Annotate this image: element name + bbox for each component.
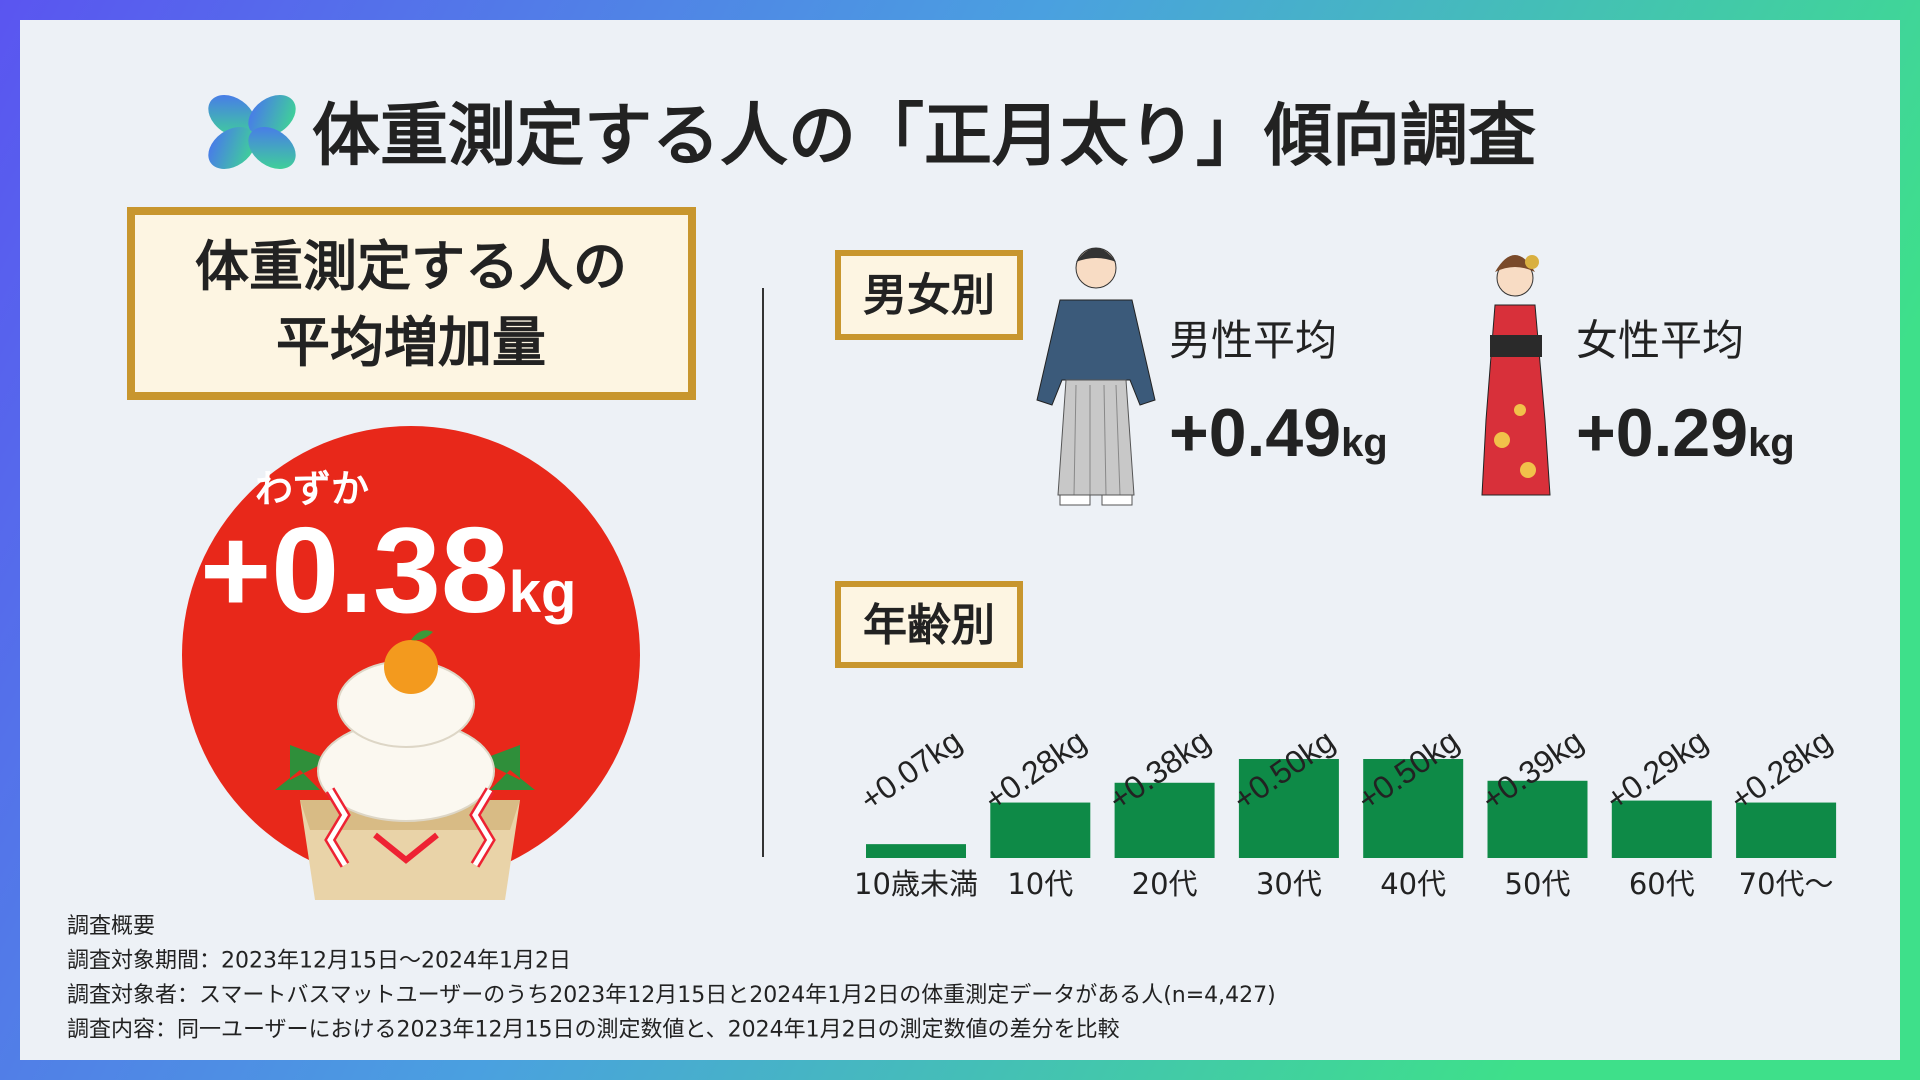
bar bbox=[1238, 759, 1339, 858]
kagami-mochi bbox=[275, 630, 535, 900]
footer-line: 調査対象者：スマートバスマットユーザーのうち2023年12月15日と2024年1… bbox=[67, 983, 1276, 1008]
footer-line: 調査対象期間：2023年12月15日～2024年1月2日 bbox=[67, 949, 571, 974]
age-chart: +0.07kg10歳未満+0.28kg10代+0.38kg20代+0.50kg3… bbox=[853, 722, 1838, 901]
heading-box bbox=[127, 207, 696, 400]
value: +0.49 bbox=[1169, 395, 1341, 471]
gender-label: 女性平均 bbox=[1576, 316, 1744, 365]
bar bbox=[990, 802, 1091, 858]
value: +0.38 bbox=[200, 502, 509, 638]
logo bbox=[208, 95, 296, 169]
section-label: 男女別 bbox=[863, 270, 995, 321]
chart-title: 年齢別 bbox=[863, 600, 995, 651]
category-label: 40代 bbox=[1380, 867, 1446, 901]
bar bbox=[1736, 802, 1837, 858]
gender-value: +0.49kg bbox=[1169, 395, 1388, 471]
heading-line: 体重測定する人の bbox=[195, 235, 627, 298]
bar bbox=[1611, 800, 1712, 858]
title: 体重測定する人の「正月太り」傾向調査 bbox=[312, 97, 1536, 176]
category-label: 10代 bbox=[1007, 867, 1073, 901]
gender-value: +0.29kg bbox=[1576, 395, 1795, 471]
male-figure bbox=[1036, 247, 1156, 506]
unit: kg bbox=[1341, 421, 1388, 465]
footer-line: 調査概要 bbox=[67, 914, 155, 939]
bar bbox=[1114, 782, 1215, 858]
section-label-box bbox=[835, 250, 1023, 340]
bar bbox=[1487, 780, 1588, 858]
section-label-box bbox=[835, 581, 1023, 668]
gender-label: 男性平均 bbox=[1169, 316, 1337, 365]
overall-value: +0.38kg bbox=[200, 502, 576, 638]
prefix: わずか bbox=[255, 467, 369, 511]
footer-line: 調査内容：同一ユーザーにおける2023年12月15日の測定数値と、2024年1月… bbox=[67, 1018, 1120, 1043]
category-label: 20代 bbox=[1132, 867, 1198, 901]
bar bbox=[866, 844, 966, 858]
unit: kg bbox=[1748, 421, 1795, 465]
category-label: 30代 bbox=[1256, 867, 1322, 901]
category-label: 70代〜 bbox=[1739, 867, 1834, 901]
category-label: 10歳未満 bbox=[854, 867, 978, 901]
footer: 調査概要調査対象期間：2023年12月15日～2024年1月2日調査対象者：スマ… bbox=[67, 914, 1276, 1043]
female-figure bbox=[1481, 255, 1551, 496]
category-label: 60代 bbox=[1629, 867, 1695, 901]
value: +0.29 bbox=[1576, 395, 1748, 471]
category-label: 50代 bbox=[1505, 867, 1571, 901]
unit: kg bbox=[509, 560, 577, 625]
heading-line: 平均増加量 bbox=[276, 311, 546, 374]
bar bbox=[1363, 759, 1464, 858]
